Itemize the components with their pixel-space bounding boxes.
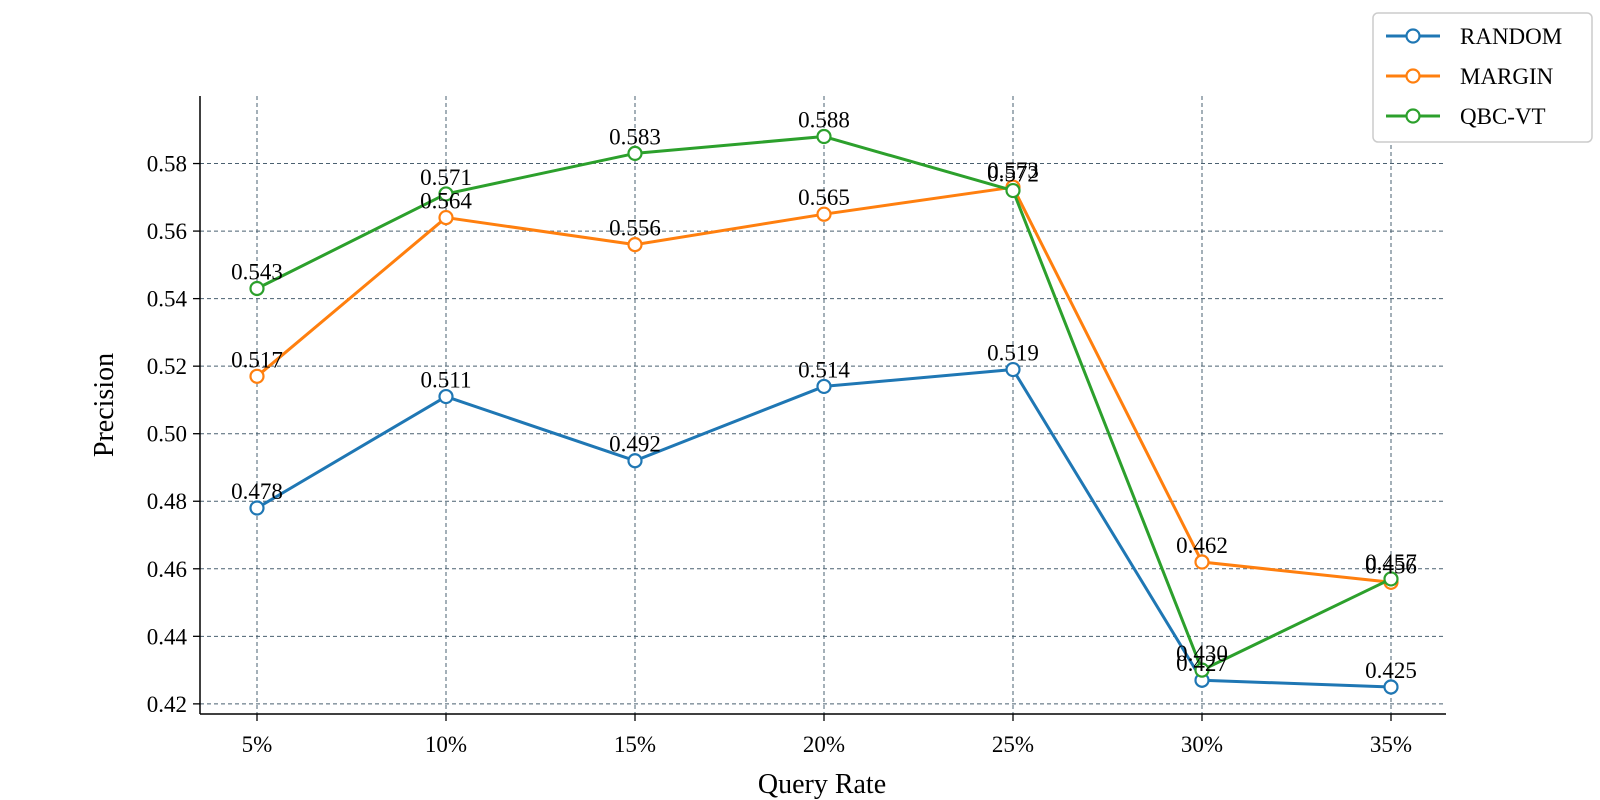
data-label: 0.492 bbox=[609, 432, 661, 457]
legend-label: MARGIN bbox=[1460, 64, 1554, 89]
legend-label: QBC-VT bbox=[1460, 104, 1546, 129]
y-axis-title: Precision bbox=[89, 353, 120, 457]
y-tick-label: 0.44 bbox=[147, 624, 188, 649]
data-label: 0.430 bbox=[1176, 641, 1228, 666]
data-label: 0.427 bbox=[1176, 651, 1228, 676]
series-line-random bbox=[256, 368, 1392, 689]
y-tick-label: 0.52 bbox=[147, 354, 187, 379]
y-tick-label: 0.54 bbox=[147, 287, 188, 312]
x-tick-label: 5% bbox=[242, 732, 273, 757]
y-tick-label: 0.58 bbox=[147, 152, 187, 177]
y-tick-label: 0.50 bbox=[147, 422, 187, 447]
series-layer bbox=[249, 128, 1399, 695]
data-point bbox=[1383, 571, 1399, 587]
data-label: 0.519 bbox=[987, 341, 1039, 366]
x-tick-label: 20% bbox=[803, 732, 845, 757]
data-label: 0.456 bbox=[1365, 553, 1417, 578]
data-point bbox=[1383, 679, 1399, 695]
data-label: 0.543 bbox=[231, 259, 283, 284]
data-label: 0.572 bbox=[987, 162, 1039, 187]
data-label: 0.517 bbox=[231, 347, 283, 372]
y-tick-label: 0.56 bbox=[147, 219, 187, 244]
data-label: 0.425 bbox=[1365, 658, 1417, 683]
data-label: 0.514 bbox=[798, 357, 850, 382]
legend-label: RANDOM bbox=[1460, 24, 1562, 49]
data-label: 0.478 bbox=[231, 479, 283, 504]
data-label: 0.556 bbox=[609, 216, 661, 241]
x-tick-label: 15% bbox=[614, 732, 656, 757]
data-label: 0.462 bbox=[1176, 533, 1228, 558]
data-point bbox=[1005, 182, 1021, 199]
y-tick-label: 0.42 bbox=[147, 692, 187, 717]
data-label: 0.511 bbox=[421, 368, 472, 393]
data-point bbox=[249, 500, 265, 516]
data-point bbox=[249, 368, 265, 384]
data-label: 0.564 bbox=[420, 189, 472, 214]
x-tick-label: 25% bbox=[992, 732, 1034, 757]
data-point bbox=[1194, 662, 1210, 678]
data-label: 0.573 bbox=[987, 158, 1039, 183]
data-point bbox=[1194, 554, 1210, 570]
x-tick-label: 30% bbox=[1181, 732, 1223, 757]
data-point bbox=[816, 206, 832, 222]
data-label: 0.571 bbox=[420, 165, 472, 190]
y-tick-label: 0.46 bbox=[147, 557, 187, 582]
data-labels: 0.478 0.511 0.492 0.514 0.519 0.427 0.425 0.517… bbox=[231, 108, 1417, 683]
y-tick-label: 0.48 bbox=[147, 489, 187, 514]
x-tick-label: 35% bbox=[1370, 732, 1412, 757]
data-point bbox=[627, 145, 643, 162]
data-point bbox=[249, 280, 265, 297]
data-point bbox=[438, 209, 454, 226]
x-tick-label: 10% bbox=[425, 732, 467, 757]
data-point bbox=[438, 388, 454, 405]
grid bbox=[200, 96, 1446, 714]
data-label: 0.457 bbox=[1365, 550, 1417, 575]
data-label: 0.565 bbox=[798, 185, 850, 210]
data-point bbox=[627, 236, 643, 253]
data-point bbox=[438, 186, 454, 202]
legend-box bbox=[1372, 12, 1593, 143]
data-point bbox=[816, 378, 832, 395]
legend-swatch-marker bbox=[1405, 68, 1421, 84]
x-axis-title: Query Rate bbox=[758, 769, 886, 800]
axes: 0.42 0.44 0.46 0.48 0.50 0.52 0.54 0.56 0.58 5% 10… bbox=[147, 96, 1446, 757]
data-point bbox=[627, 453, 643, 469]
legend: RANDOM MARGIN QBC-VT bbox=[1372, 12, 1593, 143]
data-point bbox=[1005, 361, 1021, 378]
data-point bbox=[816, 128, 832, 145]
data-label: 0.583 bbox=[609, 124, 661, 149]
data-label: 0.588 bbox=[798, 108, 850, 133]
legend-swatch-marker bbox=[1405, 108, 1421, 124]
legend-swatch-marker bbox=[1405, 28, 1421, 44]
